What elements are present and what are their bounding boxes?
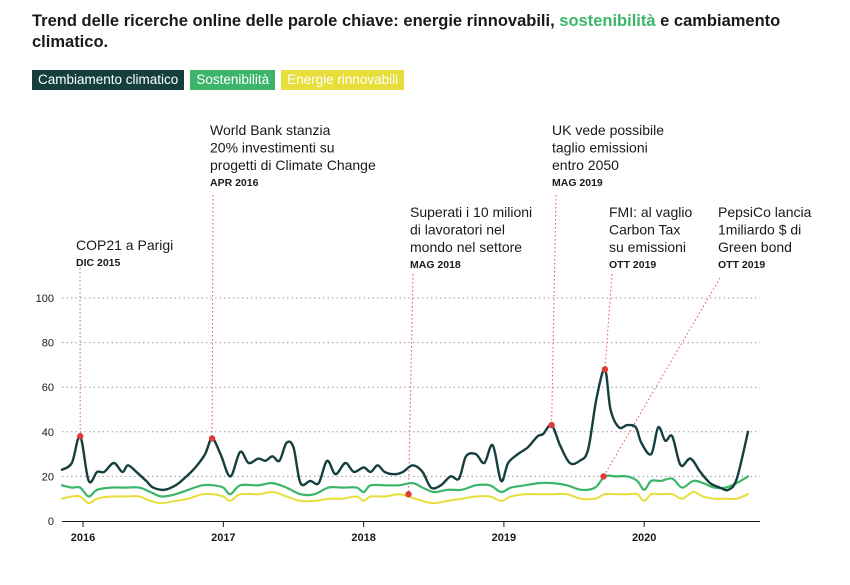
series-line-sustainability <box>60 474 750 498</box>
legend-item-renewables: Energie rinnovabili <box>281 70 405 90</box>
annotation-marker-5 <box>601 366 609 373</box>
chart-title: Trend delle ricerche online delle parole… <box>32 11 792 53</box>
annotation-6-line-3: Green bond <box>718 239 792 255</box>
annotation-3: Superati i 10 milioni di lavoratori nelmo… <box>410 204 532 271</box>
x-tick-label-2020: 2020 <box>632 532 656 544</box>
annotation-2-date: APR 2016 <box>210 177 259 189</box>
annotation-markers <box>77 366 609 498</box>
annotation-2: World Bank stanzia 20% investimenti supro… <box>210 122 376 189</box>
annotation-6-date: OTT 2019 <box>718 259 765 271</box>
annotation-1-date: DIC 2015 <box>76 257 121 269</box>
annotation-1-line-1: COP21 a Parigi <box>76 237 173 253</box>
x-tick-label-2018: 2018 <box>351 532 375 544</box>
title-part-2: e cambiamento climatico. <box>32 12 781 51</box>
annotation-leader-3 <box>408 273 414 495</box>
annotation-4-date: MAG 2019 <box>552 177 603 189</box>
annotation-3-line-3: mondo nel settore <box>410 239 522 255</box>
annotation-6-line-2: 1miliardo $ di <box>718 222 801 238</box>
y-tick-label-0: 0 <box>48 516 54 528</box>
annotation-5-line-2: Carbon Tax <box>609 222 680 238</box>
x-tick-label-2016: 2016 <box>71 532 95 544</box>
annotation-2-line-3: progetti di Climate Change <box>210 157 376 173</box>
series-lines <box>60 368 750 505</box>
annotation-3-line-2: di lavoratori nel <box>410 222 505 238</box>
x-axis-ticks: 2016 2017 2018 2019 2020 <box>71 521 656 544</box>
legend: Cambiamento climatico Sostenibilità Ener… <box>32 70 405 90</box>
y-tick-label-100: 100 <box>36 293 54 305</box>
annotations: COP21 a Parigi DIC 2015 World Bank stanzia… <box>76 122 812 271</box>
series-line-climate <box>60 368 750 492</box>
annotation-marker-1 <box>77 433 84 440</box>
annotation-2-line-2: 20% investimenti su <box>210 140 335 156</box>
annotation-leaders <box>79 194 721 495</box>
annotation-marker-3 <box>405 491 412 498</box>
gridlines <box>62 297 760 522</box>
annotation-3-line-1: Superati i 10 milioni <box>410 204 532 220</box>
annotation-marker-6 <box>600 473 607 480</box>
annotation-leader-4 <box>551 194 557 426</box>
annotation-marker-4 <box>548 421 555 429</box>
annotation-2-line-1: World Bank stanzia <box>210 122 331 138</box>
annotation-1: COP21 a Parigi DIC 2015 <box>76 237 173 269</box>
legend-item-sustainability: Sostenibilità <box>190 70 276 90</box>
annotation-6-line-1: PepsiCo lancia <box>718 204 812 220</box>
title-part-1: Trend delle ricerche online delle parole… <box>32 12 560 30</box>
y-axis-ticks: 0 20 40 60 80 100 <box>36 293 54 528</box>
y-tick-label-20: 20 <box>42 471 54 483</box>
legend-item-climate: Cambiamento climatico <box>32 70 185 90</box>
title-highlight: sostenibilità <box>559 12 656 30</box>
annotation-leader-2 <box>211 194 214 439</box>
x-tick-label-2019: 2019 <box>492 532 516 544</box>
y-tick-label-40: 40 <box>42 427 54 439</box>
annotation-4-line-1: UK vede possibile <box>552 122 664 138</box>
annotation-4-line-2: taglio emissioni <box>552 140 648 156</box>
series-line-renewables <box>61 490 749 505</box>
y-tick-label-80: 80 <box>42 338 54 350</box>
annotation-leader-6 <box>603 277 721 477</box>
annotation-4-line-3: entro 2050 <box>552 157 619 173</box>
annotation-5-line-1: FMI: al vaglio <box>609 204 692 220</box>
annotation-3-date: MAG 2018 <box>410 259 461 271</box>
annotation-5-date: OTT 2019 <box>609 259 656 271</box>
annotation-marker-2 <box>208 435 216 442</box>
annotation-leader-5 <box>604 273 613 370</box>
y-tick-label-60: 60 <box>42 382 54 394</box>
x-tick-label-2017: 2017 <box>211 532 235 544</box>
annotation-5-line-3: su emissioni <box>609 239 686 255</box>
